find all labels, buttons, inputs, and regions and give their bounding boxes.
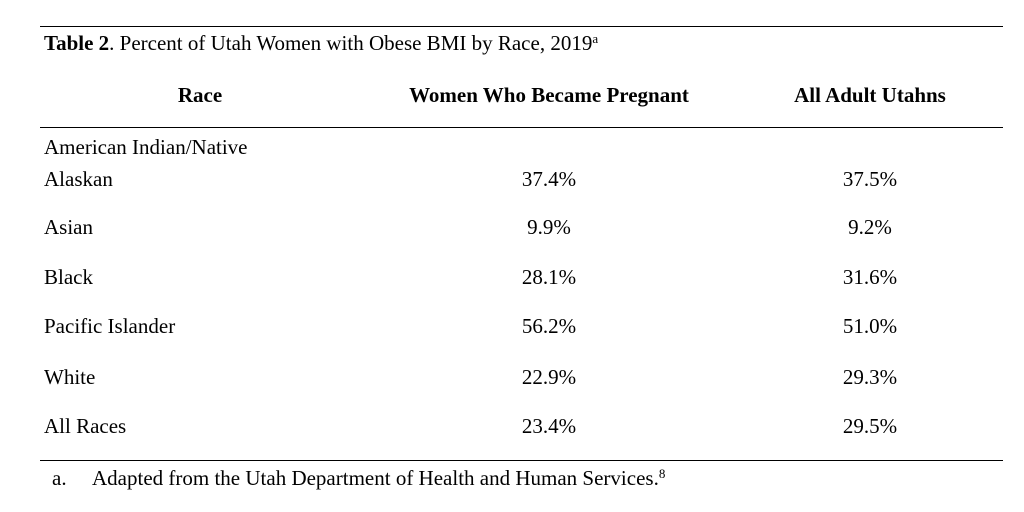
all-adults-value-cell: 31.6% [842,265,898,289]
race-cell: Alaskan [44,167,113,191]
all-adults-value-cell: 37.5% [842,167,898,191]
table-header-rule [40,127,1003,128]
pregnant-value-cell: 9.9% [527,215,571,239]
pregnant-value-cell: 28.1% [521,265,577,289]
footnote-marker: a. [52,466,67,490]
column-header-race: Race [177,83,223,107]
all-adults-value-cell: 51.0% [842,314,898,338]
table-footnote: a. Adapted from the Utah Department of He… [52,465,665,491]
table-caption-text: . Percent of Utah Women with Obese BMI b… [109,31,593,55]
table-caption: Table 2. Percent of Utah Women with Obes… [44,30,598,56]
race-cell: All Races [44,414,127,438]
race-cell: Asian [44,215,93,239]
all-adults-value-cell: 29.3% [842,365,898,389]
table-caption-note: a [592,31,599,46]
race-cell: Black [44,265,93,289]
all-adults-value-cell: 9.2% [848,215,892,239]
table-bottom-rule [40,460,1003,461]
pregnant-value-cell: 37.4% [521,167,577,191]
table-caption-label: Table 2 [44,31,110,55]
all-adults-value-cell: 29.5% [842,414,898,438]
pregnant-value-cell: 56.2% [521,314,577,338]
pregnant-value-cell: 22.9% [521,365,577,389]
column-header-all-adults: All Adult Utahns [794,83,946,107]
race-cell: American Indian/Native [44,135,248,159]
race-cell: Pacific Islander [44,314,176,338]
table-top-rule [40,26,1003,27]
footnote-text: Adapted from the Utah Department of Heal… [92,466,659,490]
column-header-pregnant: Women Who Became Pregnant [409,83,689,107]
footnote-reference: 8 [658,466,666,481]
race-cell: White [44,365,96,389]
pregnant-value-cell: 23.4% [521,414,577,438]
